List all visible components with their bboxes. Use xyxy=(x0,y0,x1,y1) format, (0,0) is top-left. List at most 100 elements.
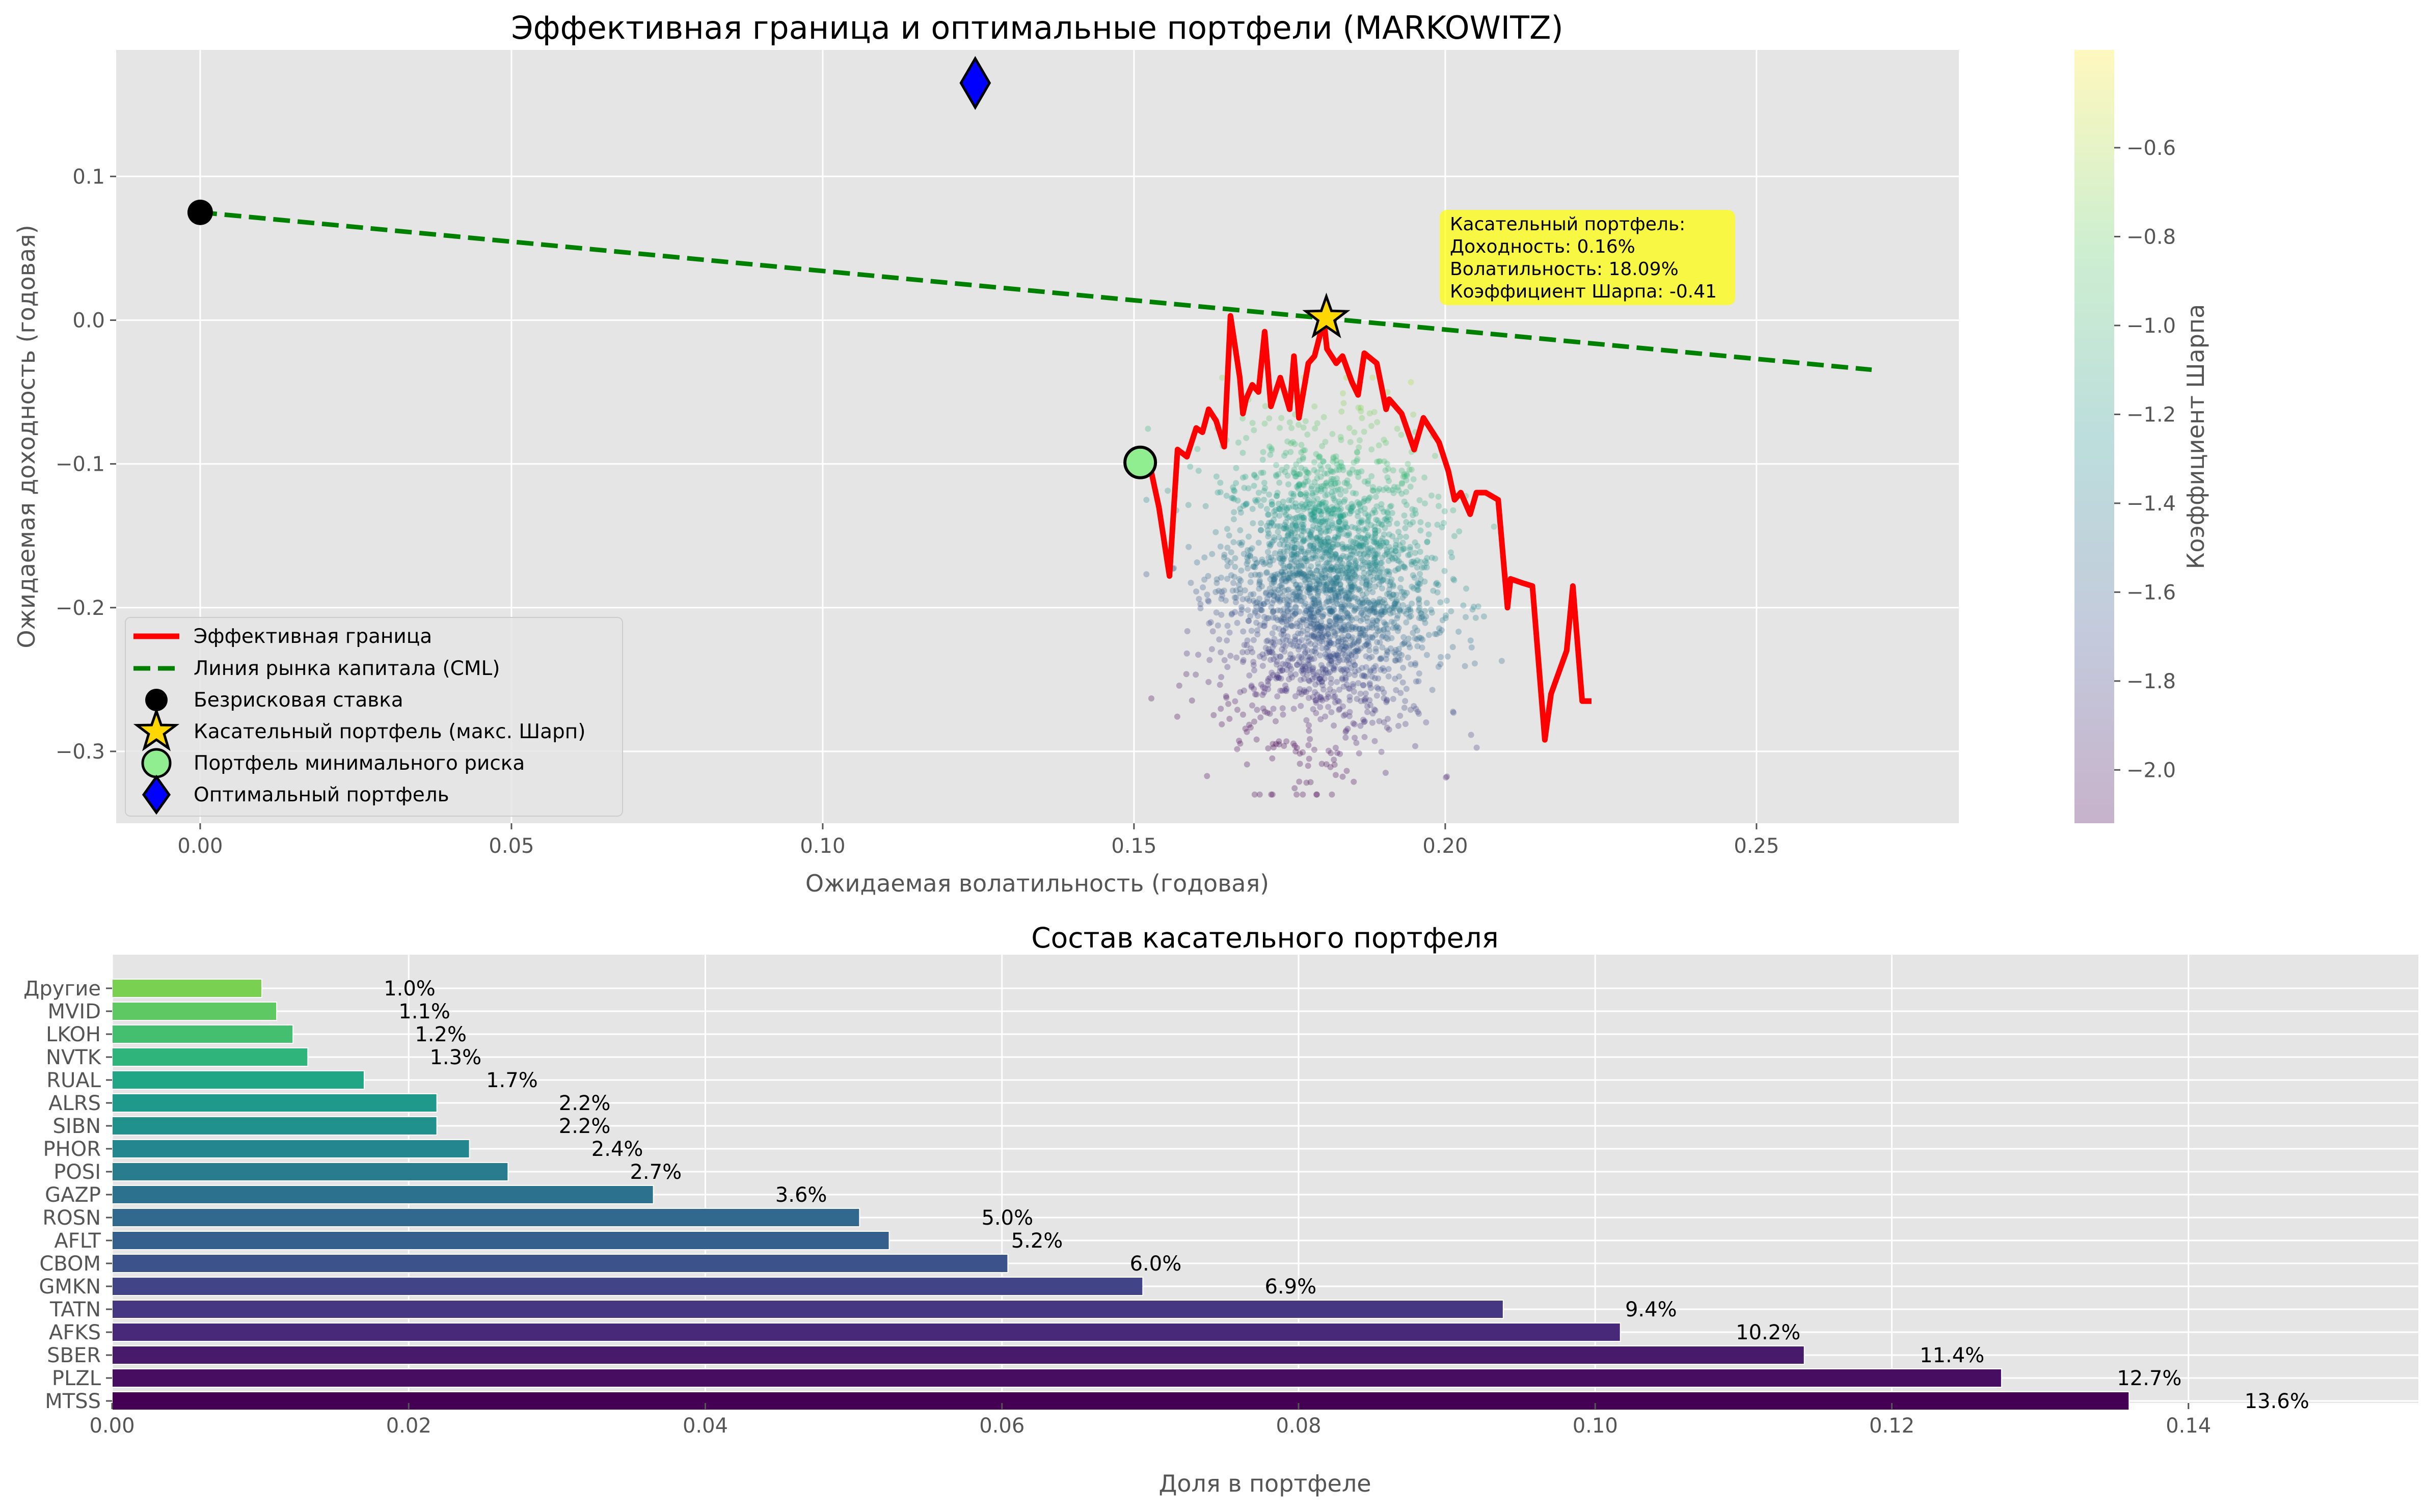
portfolio-point xyxy=(1311,617,1317,624)
portfolio-point xyxy=(1371,609,1377,615)
portfolio-point xyxy=(1372,527,1379,533)
portfolio-point xyxy=(1326,538,1332,545)
portfolio-point xyxy=(1381,689,1387,696)
portfolio-point xyxy=(1329,520,1336,526)
portfolio-point xyxy=(1404,589,1410,596)
portfolio-point xyxy=(1369,510,1376,517)
portfolio-point xyxy=(1387,582,1393,588)
portfolio-point xyxy=(1286,514,1292,520)
portfolio-point xyxy=(1325,535,1331,542)
portfolio-point xyxy=(1254,707,1260,713)
portfolio-point xyxy=(1279,667,1286,673)
portfolio-point xyxy=(1413,510,1419,517)
portfolio-point xyxy=(1389,533,1396,539)
bar-nvtk xyxy=(112,1047,309,1067)
portfolio-point xyxy=(1331,603,1337,610)
portfolio-point xyxy=(1326,661,1333,668)
portfolio-point xyxy=(1204,591,1210,598)
portfolio-point xyxy=(1392,676,1398,682)
portfolio-point xyxy=(1346,425,1353,431)
portfolio-point xyxy=(1264,599,1271,605)
portfolio-point xyxy=(1270,741,1276,747)
portfolio-point xyxy=(1319,665,1326,671)
portfolio-point xyxy=(1349,569,1356,576)
portfolio-point xyxy=(1328,709,1335,715)
portfolio-point xyxy=(1334,561,1341,568)
portfolio-point xyxy=(1346,568,1353,574)
portfolio-point xyxy=(1335,479,1341,486)
portfolio-point xyxy=(1246,598,1253,604)
portfolio-point xyxy=(1356,605,1363,612)
portfolio-point xyxy=(1332,576,1339,582)
portfolio-point xyxy=(1332,615,1339,622)
portfolio-point xyxy=(1415,607,1422,613)
portfolio-point xyxy=(1347,562,1354,569)
portfolio-point xyxy=(1373,517,1379,523)
portfolio-point xyxy=(1336,518,1342,525)
portfolio-point xyxy=(1374,639,1381,645)
portfolio-point xyxy=(1361,559,1368,565)
portfolio-point xyxy=(1280,636,1286,643)
portfolio-point xyxy=(1314,691,1320,698)
portfolio-point xyxy=(1333,581,1339,587)
portfolio-point xyxy=(1364,553,1370,559)
portfolio-point xyxy=(1371,570,1378,576)
portfolio-point xyxy=(1328,653,1334,660)
portfolio-point xyxy=(1374,599,1381,605)
colorbar-tick-label: −1.4 xyxy=(2126,492,2176,516)
portfolio-point xyxy=(1270,706,1277,712)
portfolio-point xyxy=(1337,581,1343,588)
portfolio-point xyxy=(1339,773,1346,780)
portfolio-point xyxy=(1362,510,1368,517)
portfolio-point xyxy=(1293,609,1299,616)
portfolio-point xyxy=(1412,660,1419,666)
portfolio-point xyxy=(1281,587,1288,594)
portfolio-point xyxy=(1343,593,1350,600)
portfolio-point xyxy=(1337,556,1343,563)
portfolio-point xyxy=(1397,533,1404,540)
portfolio-point xyxy=(1274,658,1280,665)
portfolio-point xyxy=(1337,645,1343,652)
portfolio-point xyxy=(1374,574,1381,581)
portfolio-point xyxy=(1337,491,1344,498)
portfolio-point xyxy=(1374,563,1381,570)
portfolio-point xyxy=(1257,606,1264,613)
portfolio-point xyxy=(1371,675,1378,682)
portfolio-point xyxy=(1333,578,1340,585)
portfolio-point xyxy=(1345,598,1352,604)
portfolio-point xyxy=(1337,513,1343,520)
portfolio-point xyxy=(1279,569,1285,576)
portfolio-point xyxy=(1328,564,1335,571)
portfolio-point xyxy=(1307,583,1313,589)
portfolio-point xyxy=(1329,599,1336,605)
portfolio-point xyxy=(1216,636,1223,643)
portfolio-point xyxy=(1306,611,1313,617)
portfolio-point xyxy=(1279,592,1286,599)
portfolio-point xyxy=(1357,645,1364,652)
portfolio-point xyxy=(1306,686,1312,692)
portfolio-point xyxy=(1266,592,1273,599)
colorbar-tick-label: −1.8 xyxy=(2126,670,2176,693)
portfolio-point xyxy=(1361,606,1368,613)
portfolio-point xyxy=(1284,608,1291,614)
portfolio-point xyxy=(1330,585,1336,592)
portfolio-point xyxy=(1280,606,1287,613)
portfolio-point xyxy=(1237,505,1244,512)
portfolio-point xyxy=(1323,499,1329,506)
portfolio-point xyxy=(1421,616,1427,623)
portfolio-point xyxy=(1261,708,1268,715)
portfolio-point xyxy=(1269,447,1275,453)
portfolio-point xyxy=(1414,580,1421,586)
portfolio-point xyxy=(1299,527,1305,534)
portfolio-point xyxy=(1316,578,1323,585)
x-tick-label: 0.10 xyxy=(1573,1414,1618,1438)
portfolio-point xyxy=(1378,611,1384,618)
portfolio-point xyxy=(1292,500,1299,507)
portfolio-point xyxy=(1307,654,1313,660)
portfolio-point xyxy=(1258,520,1264,526)
portfolio-point xyxy=(1380,577,1386,583)
portfolio-point xyxy=(1300,616,1306,623)
portfolio-point xyxy=(1273,614,1279,621)
portfolio-point xyxy=(1358,540,1364,547)
portfolio-point xyxy=(1373,622,1380,629)
